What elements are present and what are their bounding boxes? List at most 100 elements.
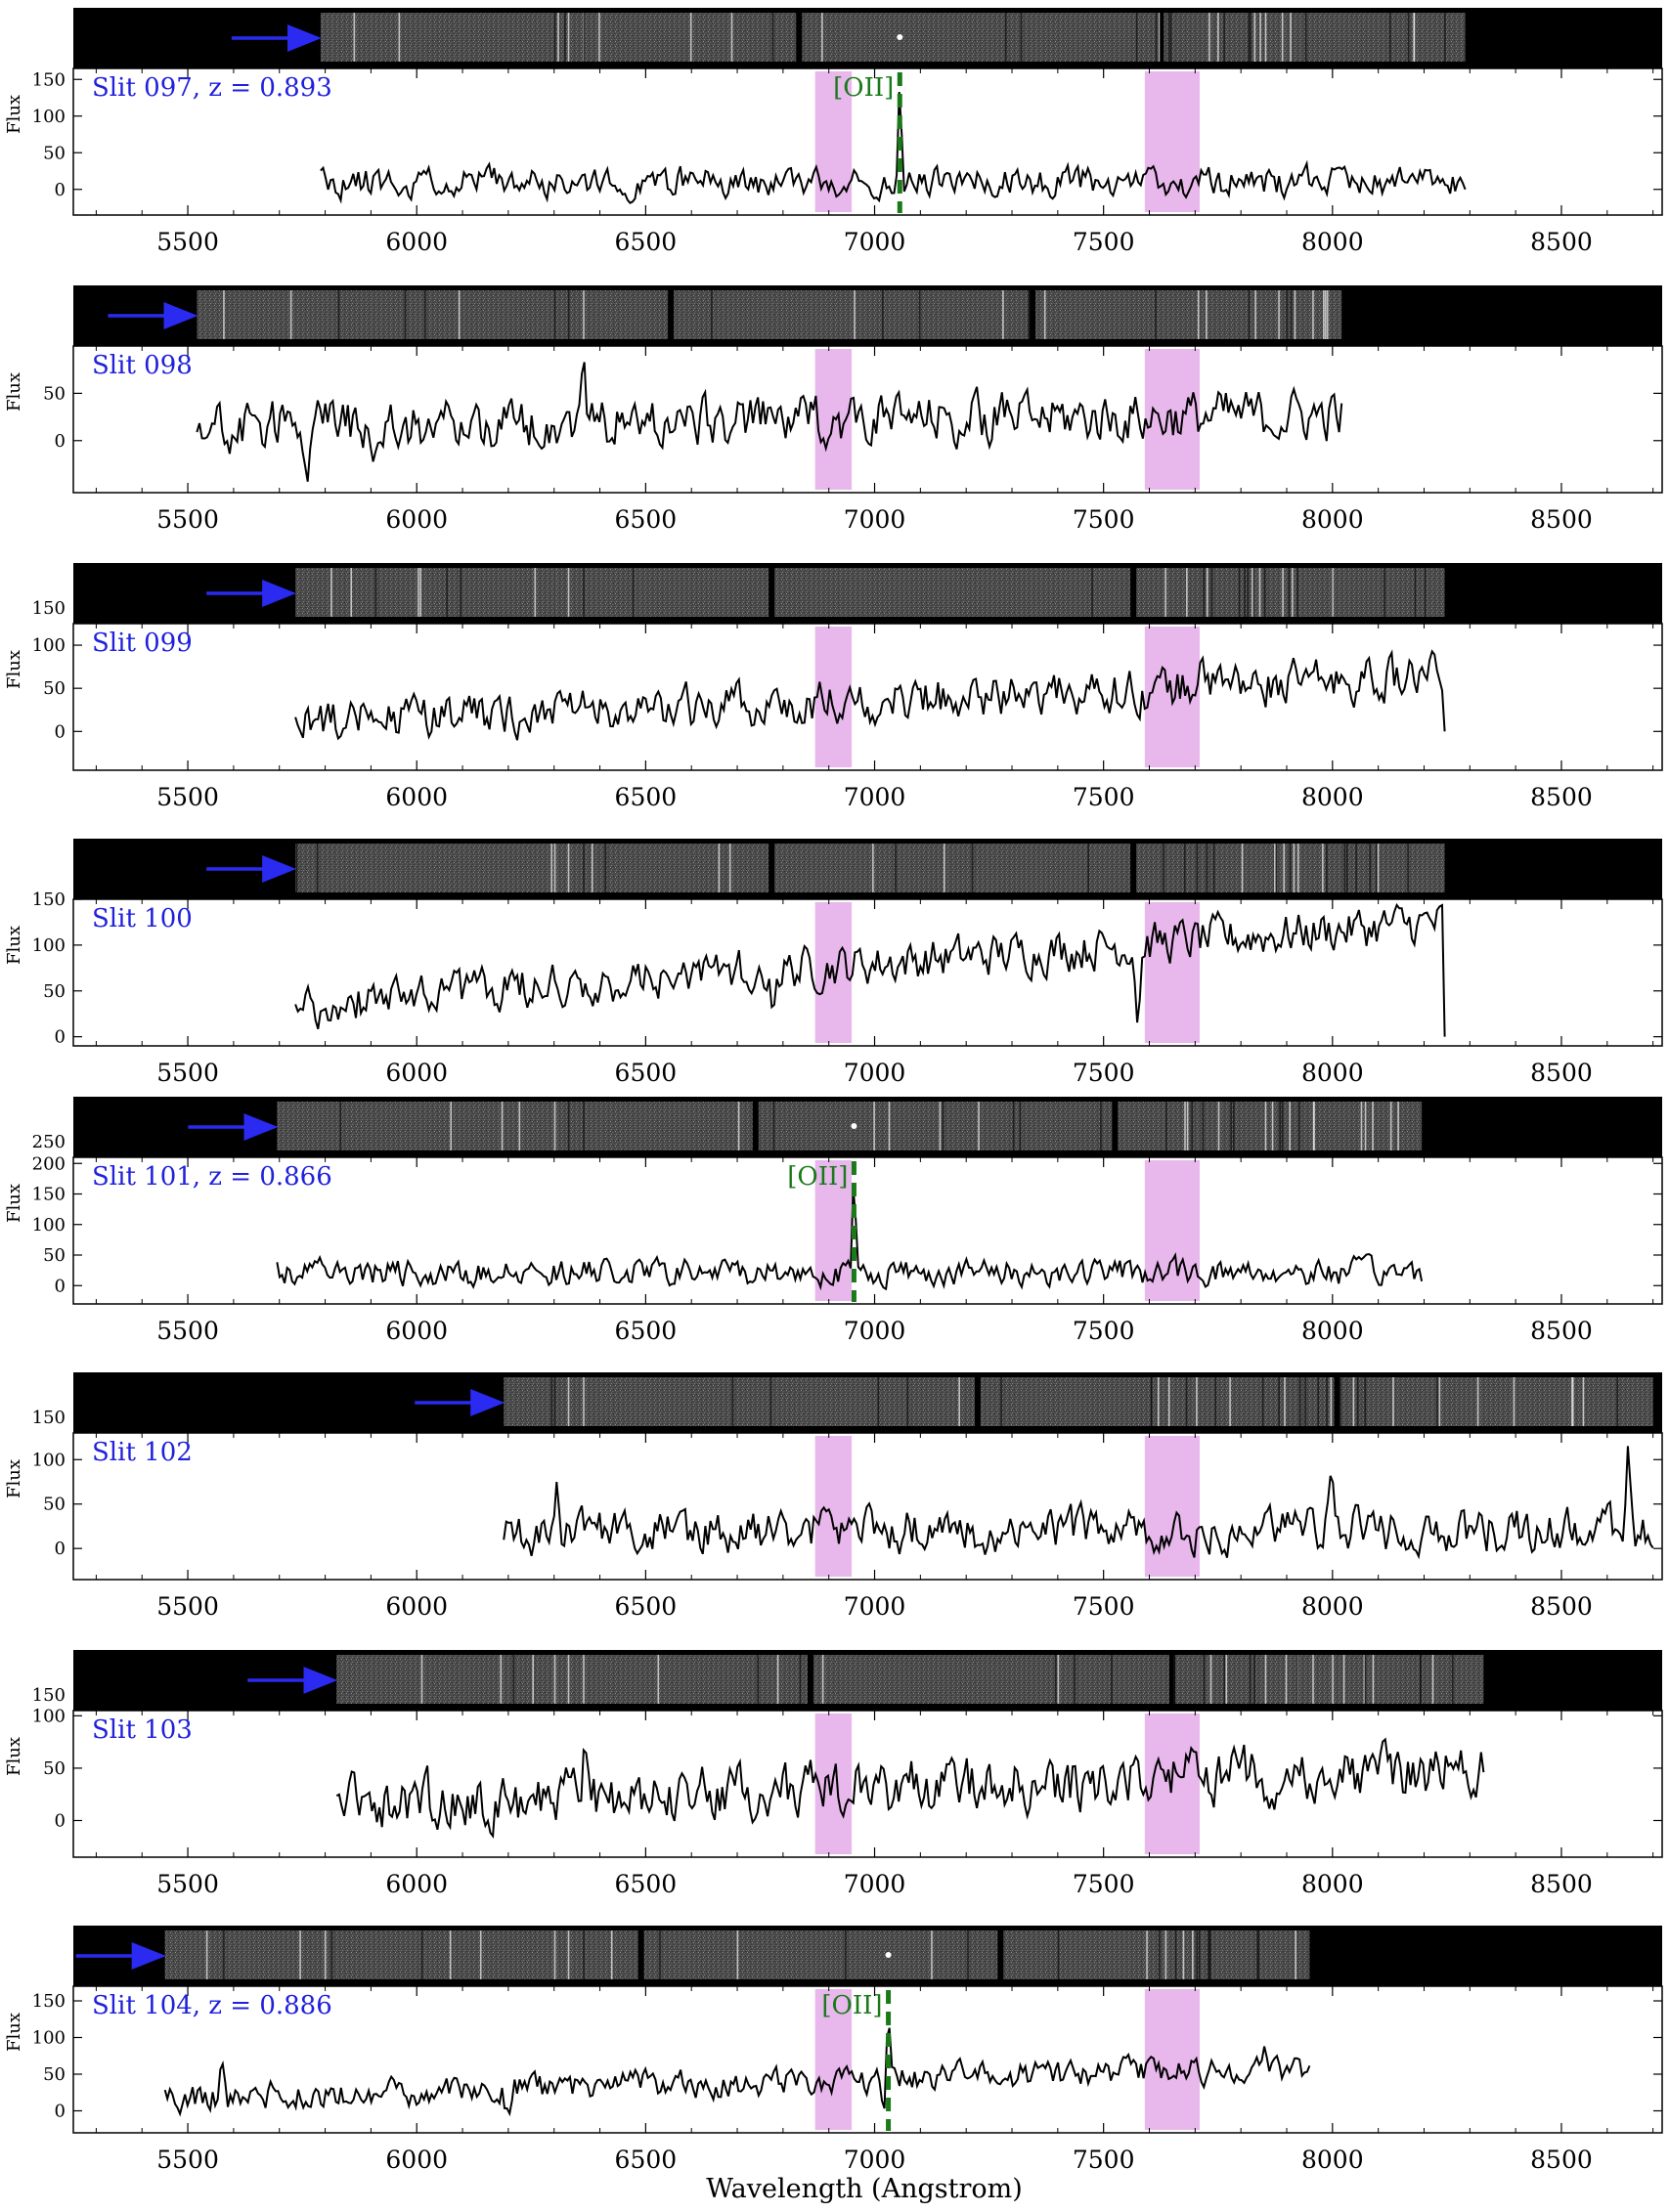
y-tick-label: 0 bbox=[55, 1027, 66, 1048]
2d-skyline bbox=[553, 1102, 556, 1150]
2d-skyline bbox=[1264, 1655, 1267, 1704]
y-tick-label-upper: 150 bbox=[32, 598, 66, 619]
y-tick-label: 0 bbox=[55, 1811, 66, 1832]
y-tick-label: 100 bbox=[32, 1450, 66, 1470]
spectrum-line bbox=[163, 2027, 1311, 2117]
2d-skyline bbox=[553, 844, 556, 892]
2d-skyline bbox=[553, 568, 556, 617]
2d-skyline bbox=[1292, 568, 1294, 617]
2d-skyline bbox=[610, 1930, 613, 1979]
2d-skyline bbox=[1184, 1102, 1186, 1150]
slit-title: Slit 100 bbox=[92, 904, 193, 933]
2d-skyline bbox=[1174, 1930, 1177, 1979]
2d-skyline bbox=[1167, 1377, 1170, 1426]
2d-skyline bbox=[1253, 1655, 1255, 1704]
2d-skyline bbox=[1357, 1377, 1359, 1426]
2d-skyline bbox=[1346, 844, 1348, 892]
2d-skyline bbox=[1571, 1377, 1573, 1426]
x-tick-label: 5500 bbox=[156, 2146, 219, 2174]
2d-skyline bbox=[567, 290, 570, 339]
2d-skyline bbox=[223, 1930, 225, 1979]
2d-skyline bbox=[339, 1102, 342, 1150]
2d-skyline bbox=[757, 1655, 760, 1704]
2d-skyline bbox=[1263, 568, 1266, 617]
2d-skyline bbox=[1000, 1377, 1002, 1426]
2d-skyline bbox=[1185, 1377, 1188, 1426]
2d-skyline bbox=[1271, 1102, 1274, 1150]
y-axis-label: Flux bbox=[4, 1459, 24, 1498]
2d-chip-segment bbox=[1035, 290, 1342, 339]
2d-skyline bbox=[1111, 1655, 1113, 1704]
2d-skyline bbox=[1384, 568, 1385, 617]
2d-chip-segment bbox=[758, 1102, 1113, 1150]
panel-slit-098: 5500 6000 6500 7000 7500 8000 8500 0 50 Flux Slit … bbox=[4, 285, 1663, 534]
2d-skyline bbox=[404, 290, 407, 339]
2d-skyline bbox=[1264, 13, 1267, 62]
2d-skyline bbox=[1203, 1655, 1206, 1704]
2d-skyline bbox=[583, 1655, 585, 1704]
2d-skyline bbox=[1322, 290, 1325, 339]
2d-skyline bbox=[943, 844, 945, 892]
x-tick-label: 7500 bbox=[1073, 783, 1135, 811]
x-tick-label: 8000 bbox=[1301, 1870, 1364, 1898]
2d-skyline bbox=[1206, 844, 1208, 892]
telluric-band bbox=[1144, 1436, 1201, 1577]
x-tick-label: 7500 bbox=[1073, 228, 1135, 256]
x-tick-label: 6000 bbox=[385, 505, 448, 534]
y-tick-label: 50 bbox=[43, 1245, 66, 1266]
2d-skyline bbox=[730, 13, 733, 62]
2d-skyline bbox=[567, 1655, 570, 1704]
y-tick-label-upper: 250 bbox=[32, 1132, 66, 1152]
2d-skyline bbox=[689, 13, 692, 62]
telluric-band bbox=[1144, 71, 1201, 212]
2d-chip-segment bbox=[1003, 1930, 1310, 1979]
2d-skyline bbox=[1264, 1102, 1267, 1150]
plot-background bbox=[73, 1986, 1662, 2133]
2d-skyline bbox=[1225, 1655, 1228, 1704]
2d-skyline bbox=[1342, 1655, 1345, 1704]
2d-skyline bbox=[1208, 13, 1210, 62]
y-tick-label: 0 bbox=[55, 2102, 66, 2122]
2d-skyline bbox=[598, 13, 600, 62]
y-tick-label: 100 bbox=[32, 935, 66, 956]
x-tick-label: 6000 bbox=[385, 1592, 448, 1621]
2d-skyline bbox=[1294, 290, 1296, 339]
2d-skyline bbox=[460, 568, 461, 617]
2d-skyline bbox=[1476, 1377, 1479, 1426]
2d-skyline bbox=[769, 1377, 772, 1426]
spectrum-line bbox=[196, 362, 1343, 482]
2d-skyline bbox=[1230, 1102, 1232, 1150]
2d-skyline bbox=[1304, 13, 1307, 62]
x-tick-label: 6500 bbox=[615, 1317, 678, 1345]
y-tick-label: 50 bbox=[43, 1758, 66, 1779]
2d-skyline bbox=[931, 1930, 933, 1979]
2d-skyline bbox=[1372, 1102, 1374, 1150]
2d-skyline bbox=[1364, 1655, 1367, 1704]
x-tick-label: 6500 bbox=[615, 228, 678, 256]
2d-chip-segment bbox=[774, 844, 1131, 892]
2d-skyline bbox=[1326, 844, 1328, 892]
2d-skyline bbox=[1360, 1102, 1363, 1150]
y-tick-label: 150 bbox=[32, 69, 66, 90]
2d-skyline bbox=[1057, 1930, 1060, 1979]
y-tick-label: 50 bbox=[43, 1495, 66, 1515]
2d-skyline bbox=[1169, 13, 1172, 62]
2d-skyline bbox=[553, 1930, 556, 1979]
2d-skyline bbox=[420, 1655, 423, 1704]
slit-title: Slit 097, z = 0.893 bbox=[92, 73, 332, 103]
x-tick-label: 6500 bbox=[615, 2146, 678, 2174]
2d-skyline bbox=[1074, 1655, 1076, 1704]
2d-skyline bbox=[1330, 1377, 1333, 1426]
x-tick-label: 7500 bbox=[1073, 1059, 1135, 1087]
2d-chip-segment bbox=[197, 290, 669, 339]
2d-skyline bbox=[711, 290, 713, 339]
2d-skyline bbox=[479, 1930, 482, 1979]
y-axis-label: Flux bbox=[4, 2013, 24, 2052]
x-tick-label: 8000 bbox=[1301, 1317, 1364, 1345]
x-tick-label: 7500 bbox=[1073, 2146, 1135, 2174]
2d-skyline bbox=[324, 1930, 327, 1979]
2d-skyline bbox=[1283, 844, 1285, 892]
2d-skyline bbox=[1217, 1102, 1220, 1150]
2d-skyline bbox=[295, 844, 298, 892]
